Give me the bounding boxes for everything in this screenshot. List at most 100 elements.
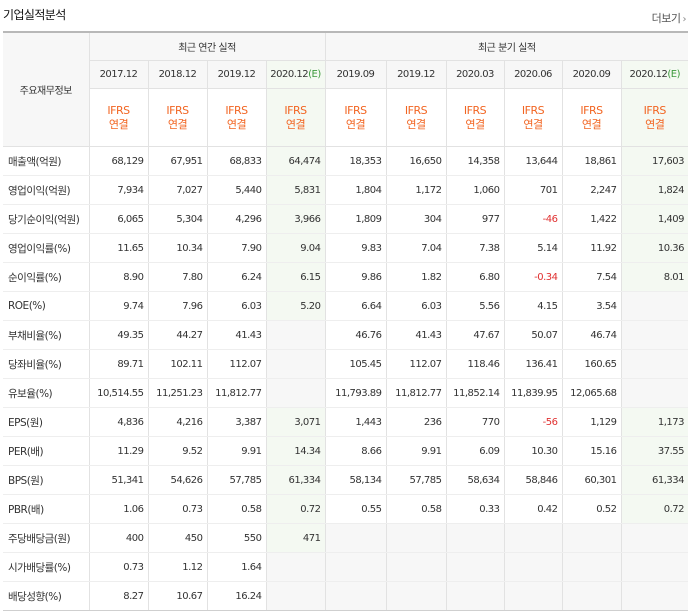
- table-cell: 11.92: [562, 233, 622, 263]
- table-cell: 3,071: [266, 407, 326, 437]
- table-cell: [446, 552, 505, 582]
- table-cell: 6.80: [446, 262, 505, 292]
- row-label: 당좌비율(%): [3, 349, 90, 379]
- table-cell: 1,060: [446, 175, 505, 205]
- table-cell: 41.43: [207, 320, 267, 350]
- row-label: PER(배): [3, 436, 90, 466]
- table-cell: 61,334: [621, 465, 689, 495]
- table-cell: [504, 523, 563, 553]
- period-label: 2018.12: [158, 69, 197, 80]
- table-cell: 0.72: [621, 494, 689, 524]
- period-header: 2019.12: [207, 60, 267, 89]
- table-row: 매출액(억원) 68,129 67,951 68,833 64,474 18,353 16,…: [3, 146, 689, 176]
- table-cell: 61,334: [266, 465, 326, 495]
- table-cell: 7.90: [207, 233, 267, 263]
- table-cell: 89.71: [89, 349, 149, 379]
- label-column-header: 주요재무정보: [3, 32, 90, 147]
- period-label: 2020.09: [572, 69, 611, 80]
- table-cell: 3.54: [562, 291, 622, 321]
- consolidated-label: 연결: [226, 117, 247, 131]
- table-cell: -56: [504, 407, 563, 437]
- table-cell: 1.82: [386, 262, 447, 292]
- table-cell: 236: [386, 407, 447, 437]
- row-label: 시가배당률(%): [3, 552, 90, 582]
- table-row: 유보율(%) 10,514.55 11,251.23 11,812.77 11,793.…: [3, 378, 689, 408]
- table-cell: [386, 552, 447, 582]
- table-body: 매출액(억원) 68,129 67,951 68,833 64,474 18,353 16,…: [3, 146, 689, 611]
- table-cell: 58,634: [446, 465, 505, 495]
- section-title: 기업실적분석: [3, 8, 66, 22]
- table-cell: 4,296: [207, 204, 267, 234]
- consolidated-label: 연결: [285, 117, 306, 131]
- table-cell: 0.58: [207, 494, 267, 524]
- table-cell: 58,846: [504, 465, 563, 495]
- table-row: 부채비율(%) 49.35 44.27 41.43 46.76 41.43 47.67 50.…: [3, 320, 689, 350]
- table-cell: 5.14: [504, 233, 563, 263]
- table-cell: 1.06: [89, 494, 149, 524]
- table-cell: 18,861: [562, 146, 622, 176]
- row-label: 배당성향(%): [3, 581, 90, 611]
- table-cell: 9.52: [148, 436, 208, 466]
- consolidated-label: 연결: [345, 117, 366, 131]
- table-cell: 8.27: [89, 581, 149, 611]
- table-cell: 550: [207, 523, 267, 553]
- row-label: BPS(원): [3, 465, 90, 495]
- table-cell: 5.56: [446, 291, 505, 321]
- table-row: 영업이익(억원) 7,934 7,027 5,440 5,831 1,804 1,172 1,…: [3, 175, 689, 205]
- more-link[interactable]: 더보기 ›: [652, 10, 687, 26]
- ifrs-standard: IFRS: [166, 103, 189, 117]
- table-row: PBR(배) 1.06 0.73 0.58 0.72 0.55 0.58 0.33 0.42 0.…: [3, 494, 689, 524]
- ifrs-standard: IFRS: [404, 103, 428, 117]
- table-cell: 57,785: [207, 465, 267, 495]
- row-label: ROE(%): [3, 291, 90, 321]
- ifrs-standard: IFRS: [580, 103, 603, 117]
- table-cell: -0.34: [504, 262, 563, 292]
- table-cell: 10,514.55: [89, 378, 149, 408]
- table-cell: 64,474: [266, 146, 326, 176]
- table-cell: 471: [266, 523, 326, 553]
- table-cell: 0.55: [324, 494, 387, 524]
- row-label: 순이익률(%): [3, 262, 90, 292]
- table-cell: [621, 552, 689, 582]
- table-cell: 6.15: [266, 262, 326, 292]
- table-row: 당좌비율(%) 89.71 102.11 112.07 105.45 112.07 118.…: [3, 349, 689, 379]
- table-cell: 60,301: [562, 465, 622, 495]
- table-cell: 8.90: [89, 262, 149, 292]
- table-cell: [266, 349, 326, 379]
- table-cell: [621, 581, 689, 611]
- row-label: 당기순이익(억원): [3, 204, 90, 234]
- table-cell: 46.76: [324, 320, 387, 350]
- table-row: ROE(%) 9.74 7.96 6.03 5.20 6.64 6.03 5.56 4.15 3.…: [3, 291, 689, 321]
- table-cell: 0.73: [148, 494, 208, 524]
- table-cell: [386, 523, 447, 553]
- table-cell: [621, 378, 689, 408]
- table-cell: 1,804: [324, 175, 387, 205]
- table-cell: 7.54: [562, 262, 622, 292]
- table-cell: 41.43: [386, 320, 447, 350]
- ifrs-basis-label: IFRS 연결: [504, 88, 563, 147]
- table-cell: 5,440: [207, 175, 267, 205]
- table-cell: 1,443: [324, 407, 387, 437]
- quarter-group-header: 최근 분기 실적: [324, 32, 689, 61]
- table-cell: 304: [386, 204, 447, 234]
- ifrs-standard: IFRS: [521, 103, 545, 117]
- table-cell: [266, 378, 326, 408]
- table-cell: 9.91: [207, 436, 267, 466]
- table-cell: 16,650: [386, 146, 447, 176]
- table-cell: 1,809: [324, 204, 387, 234]
- ifrs-basis-label: IFRS 연결: [446, 88, 505, 147]
- table-cell: 450: [148, 523, 208, 553]
- table-cell: 977: [446, 204, 505, 234]
- table-cell: 0.42: [504, 494, 563, 524]
- period-header: 2019.09: [324, 60, 387, 89]
- table-row: BPS(원) 51,341 54,626 57,785 61,334 58,134 57,7…: [3, 465, 689, 495]
- period-header: 2020.12(E): [621, 60, 689, 89]
- table-cell: 7,934: [89, 175, 149, 205]
- table-cell: [562, 581, 622, 611]
- period-header: 2020.06: [504, 60, 563, 89]
- table-cell: 1.64: [207, 552, 267, 582]
- table-row: 영업이익률(%) 11.65 10.34 7.90 9.04 9.83 7.04 7.38 5.…: [3, 233, 689, 263]
- table-cell: 58,134: [324, 465, 387, 495]
- consolidated-label: 연결: [406, 117, 426, 131]
- period-header: 2019.12: [386, 60, 447, 89]
